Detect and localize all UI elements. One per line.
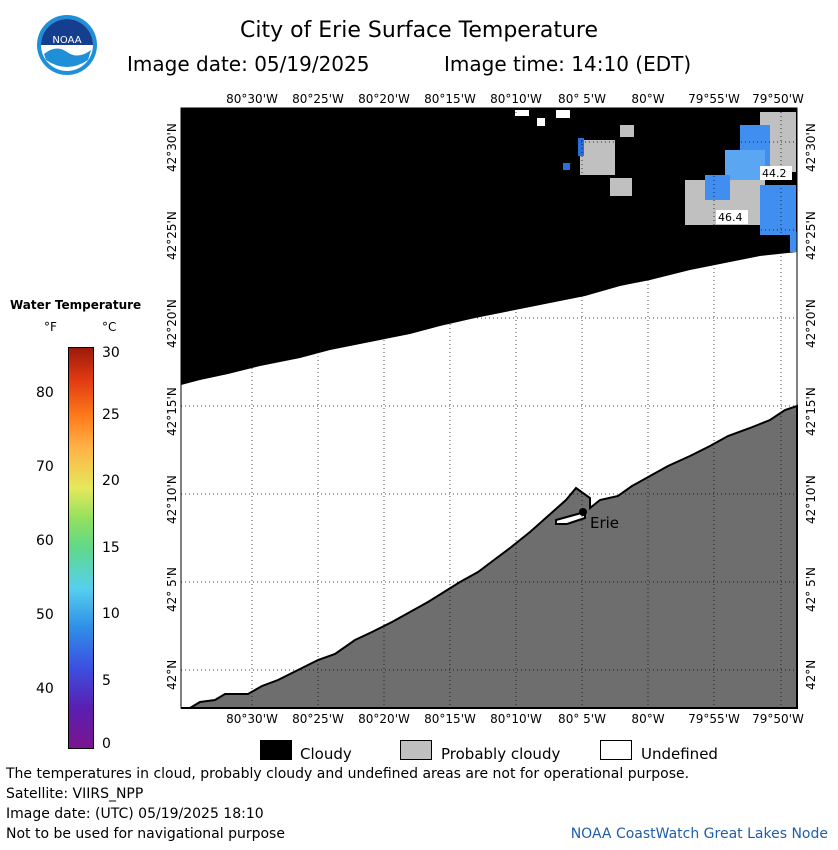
lat-label-right: 42°10'N	[804, 475, 818, 524]
lat-label-right: 42°20'N	[804, 299, 818, 348]
legend-c-tick: 5	[102, 673, 111, 689]
lon-label-top: 80°15'W	[424, 92, 476, 106]
legend-unit-c: °C	[102, 320, 117, 334]
page-title: City of Erie Surface Temperature	[239, 18, 599, 43]
lon-label-top: 80°10'W	[490, 92, 542, 106]
city-label-erie: Erie	[590, 514, 619, 532]
legend-f-tick: 40	[36, 681, 54, 697]
contour-label-1: 44.2	[762, 167, 787, 180]
lat-label-left: 42°10'N	[165, 475, 179, 524]
contour-label-2: 46.4	[718, 211, 743, 224]
nav-warning-text: Not to be used for navigational purpose	[6, 826, 285, 842]
lon-label-bottom: 80°30'W	[226, 712, 278, 726]
legend-f-tick: 50	[36, 607, 54, 623]
image-date: Image date: 05/19/2025	[127, 52, 370, 76]
lon-label-top: 80°20'W	[358, 92, 410, 106]
lat-label-right: 42°30'N	[804, 123, 818, 172]
probably-cloudy-label: Probably cloudy	[441, 745, 561, 763]
legend-c-tick: 0	[102, 736, 111, 752]
noaa-logo: NOAA	[36, 14, 98, 76]
lat-label-left: 42°20'N	[165, 299, 179, 348]
lat-label-left: 42°N	[165, 659, 179, 690]
legend-c-tick: 25	[102, 407, 120, 423]
svg-text:NOAA: NOAA	[52, 35, 81, 46]
undefined-swatch	[600, 740, 632, 760]
lon-label-bottom: 80°25'W	[292, 712, 344, 726]
utc-date-text: Image date: (UTC) 05/19/2025 18:10	[6, 806, 264, 822]
lon-label-bottom: 80° 5'W	[558, 712, 606, 726]
lat-label-right: 42°N	[804, 659, 818, 690]
lon-label-top: 80°30'W	[226, 92, 278, 106]
lon-label-bottom: 80°W	[631, 712, 665, 726]
lon-label-top: 80°25'W	[292, 92, 344, 106]
lon-label-top: 80° 5'W	[558, 92, 606, 106]
legend-unit-f: °F	[44, 320, 57, 334]
legend-f-tick: 80	[36, 385, 54, 401]
lon-label-bottom: 79°55'W	[688, 712, 740, 726]
cloudy-label: Cloudy	[300, 745, 352, 763]
lon-label-bottom: 80°10'W	[490, 712, 542, 726]
lat-label-left: 42°15'N	[165, 387, 179, 436]
legend-c-tick: 30	[102, 345, 120, 361]
lat-label-left: 42°30'N	[165, 123, 179, 172]
lat-label-left: 42° 5'N	[165, 567, 179, 612]
lat-label-right: 42° 5'N	[804, 567, 818, 612]
legend-f-tick: 70	[36, 459, 54, 475]
legend-title: Water Temperature	[10, 298, 142, 312]
probably-cloudy-swatch	[400, 740, 432, 760]
disclaimer-text: The temperatures in cloud, probably clou…	[6, 766, 690, 782]
legend-c-tick: 20	[102, 473, 120, 489]
erie-marker	[579, 508, 587, 516]
legend-c-tick: 10	[102, 606, 120, 622]
cloudy-swatch	[260, 740, 292, 760]
image-time: Image time: 14:10 (EDT)	[444, 52, 692, 76]
cloud-cover	[181, 108, 797, 385]
land	[181, 404, 798, 709]
lon-label-bottom: 80°15'W	[424, 712, 476, 726]
probably-cloudy-patch	[515, 110, 797, 252]
graticule	[181, 108, 797, 708]
legend-f-tick: 60	[36, 533, 54, 549]
lon-label-bottom: 80°20'W	[358, 712, 410, 726]
lon-label-top: 79°55'W	[688, 92, 740, 106]
lon-label-top: 79°50'W	[752, 92, 804, 106]
lon-label-top: 80°W	[631, 92, 665, 106]
undefined-label: Undefined	[641, 745, 718, 763]
lat-label-left: 42°25'N	[165, 211, 179, 260]
lat-label-right: 42°15'N	[804, 387, 818, 436]
source-node-link[interactable]: NOAA CoastWatch Great Lakes Node	[570, 826, 828, 842]
lat-label-right: 42°25'N	[804, 211, 818, 260]
lon-label-bottom: 79°50'W	[752, 712, 804, 726]
legend-c-tick: 15	[102, 540, 120, 556]
temperature-color-bar	[68, 347, 94, 749]
satellite-text: Satellite: VIIRS_NPP	[6, 786, 144, 802]
